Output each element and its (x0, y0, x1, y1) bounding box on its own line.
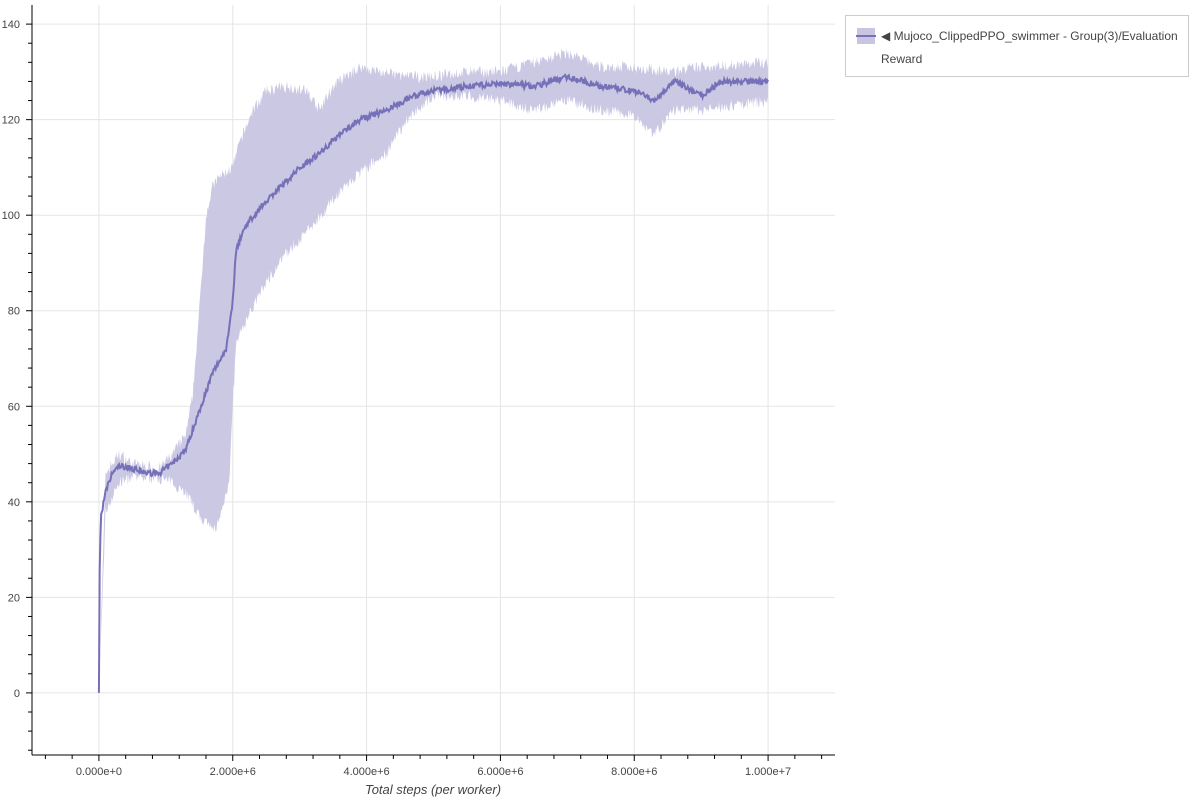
confidence-band (98, 48, 769, 693)
y-tick-label: 140 (2, 19, 20, 31)
x-tick-label: 2.000e+6 (210, 766, 256, 778)
y-tick-label: 0 (14, 688, 20, 700)
y-tick-label: 100 (2, 210, 20, 222)
x-axis-title: Total steps (per worker) (365, 782, 501, 797)
series-layer (97, 48, 769, 693)
mean-line (97, 73, 769, 693)
legend-label-line1: Mujoco_ClippedPPO_swimmer - Group(3)/Eva… (893, 29, 1178, 43)
legend-label[interactable]: ◀ Mujoco_ClippedPPO_swimmer - Group(3)/E… (881, 29, 1178, 43)
legend[interactable]: ◀ Mujoco_ClippedPPO_swimmer - Group(3)/E… (845, 15, 1189, 77)
x-tick-label: 6.000e+6 (477, 766, 523, 778)
x-tick-label: 1.000e+7 (745, 766, 791, 778)
x-tick-label: 4.000e+6 (343, 766, 389, 778)
legend-label-line2: Reward (881, 52, 923, 66)
y-tick-label: 40 (8, 497, 20, 509)
x-tick-label: 8.000e+6 (611, 766, 657, 778)
axes: 0.000e+0 2.000e+6 4.000e+6 6.000e+6 8.000e+6… (2, 5, 835, 778)
y-tick-label: 80 (8, 306, 20, 318)
grid (32, 5, 835, 755)
legend-swatch (856, 28, 876, 44)
x-tick-label: 0.000e+0 (76, 766, 122, 778)
plot-area (32, 5, 835, 755)
legend-marker: ◀ (881, 29, 891, 43)
y-tick-label: 120 (2, 115, 20, 127)
y-tick-label: 60 (8, 401, 20, 413)
y-tick-label: 20 (8, 592, 20, 604)
